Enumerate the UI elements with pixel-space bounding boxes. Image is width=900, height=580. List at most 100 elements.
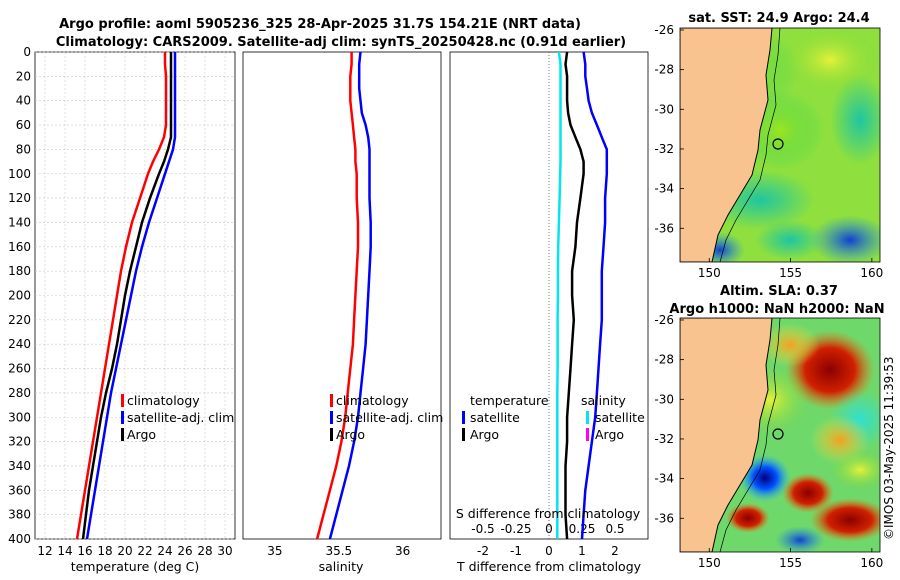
series-climatology <box>75 52 168 540</box>
latitude-tick-label: -36 <box>654 511 674 525</box>
series-t-satellite <box>556 51 562 539</box>
temperature-tick-label: 18 <box>97 544 112 558</box>
legend-label-t-satellite: satellite <box>470 410 520 425</box>
legend-header-temperature: temperature <box>470 393 549 408</box>
temperature-tick-label: 30 <box>217 544 232 558</box>
difference-panel: -2 -1 0 1 2 -0.5 -0.25 0 0.25 0.5 T difference f… <box>449 51 649 574</box>
sst-argo-location-marker <box>772 138 784 150</box>
legend-label-climatology: climatology <box>336 393 409 408</box>
figure-title-line1: Argo profile: aoml 5905236_325 28-Apr-20… <box>59 17 581 32</box>
temperature-tick-label: 20 <box>117 544 132 558</box>
latitude-tick-label: -30 <box>654 392 674 406</box>
difference-legend: temperature satellite Argo salinity sate… <box>462 393 645 442</box>
series-s-satellite <box>580 51 609 540</box>
sla-map: Altim. SLA: 0.37 Argo h1000: NaN h2000: … <box>654 284 884 570</box>
sla-shelf-contour <box>719 318 781 552</box>
legend-swatch-s-satellite <box>586 411 589 424</box>
salinity-panel: 35 35.5 36 salinity climatology satellite-… <box>242 51 443 574</box>
depth-tick-label: 200 <box>8 289 31 303</box>
depth-tick-label: 360 <box>8 483 31 497</box>
legend-label-satellite: satellite-adj. clim <box>336 410 443 425</box>
legend-swatch-s-argo <box>586 428 589 441</box>
longitude-tick-label: 160 <box>860 266 883 280</box>
depth-tick-label: 80 <box>16 142 31 156</box>
salinity-legend: climatology satellite-adj. clim Argo <box>330 393 443 442</box>
depth-tick-label: 380 <box>8 508 31 522</box>
salinity-series <box>315 51 372 540</box>
legend-swatch-argo <box>121 428 124 441</box>
latitude-tick-label: -32 <box>654 432 674 446</box>
salinity-xlabel: salinity <box>319 559 364 574</box>
temperature-tick-label: 24 <box>157 544 172 558</box>
s-difference-xlabel: S difference from climatology <box>456 506 641 521</box>
sst-map-frame <box>679 27 881 263</box>
legend-label-satellite: satellite-adj. clim <box>127 410 234 425</box>
sla-land <box>680 318 773 552</box>
series-t-argo <box>564 51 585 540</box>
depth-tick-label: 20 <box>16 69 31 83</box>
series-satellite-adj-clim <box>85 52 177 540</box>
t-difference-tick-label: 0 <box>545 544 553 558</box>
sla-argo-location-marker <box>772 428 784 440</box>
temperature-tick-labels: 12 14 16 18 20 22 24 26 28 30 <box>37 544 232 558</box>
sst-map: sat. SST: 24.9 Argo: 24.4 -26 -28 -30 -32 -3… <box>654 11 883 280</box>
depth-tick-label: 400 <box>8 532 31 546</box>
temperature-legend: climatology satellite-adj. clim Argo <box>121 393 234 442</box>
legend-label-s-satellite: satellite <box>595 410 645 425</box>
series-climatology <box>315 52 360 540</box>
series-argo <box>81 52 173 540</box>
sst-land <box>680 28 773 262</box>
s-difference-tick-labels: -0.5 -0.25 0 0.25 0.5 <box>471 522 624 536</box>
t-difference-tick-label: 2 <box>611 544 619 558</box>
legend-swatch-satellite <box>121 411 124 424</box>
salinity-tick-label: 35.5 <box>325 544 352 558</box>
temperature-grid <box>35 51 235 540</box>
salinity-tick-label: 35 <box>267 544 282 558</box>
sla-map-title-line1: Altim. SLA: 0.37 <box>720 284 838 299</box>
legend-label-s-argo: Argo <box>595 427 624 442</box>
legend-swatch-climatology <box>330 394 333 407</box>
depth-tick-label: 0 <box>23 45 31 59</box>
temperature-tick-label: 26 <box>177 544 192 558</box>
sst-map-title: sat. SST: 24.9 Argo: 24.4 <box>688 11 869 26</box>
imos-timestamp: ©IMOS 03-May-2025 11:39:53 <box>882 356 896 540</box>
depth-tick-label: 300 <box>8 410 31 424</box>
t-difference-tick-label: -1 <box>510 544 522 558</box>
latitude-tick-label: -28 <box>654 63 674 77</box>
depth-tick-label: 140 <box>8 215 31 229</box>
legend-label-argo: Argo <box>336 427 365 442</box>
longitude-tick-label: 155 <box>779 266 802 280</box>
t-difference-tick-label: 1 <box>578 544 586 558</box>
temperature-tick-label: 22 <box>137 544 152 558</box>
longitude-tick-label: 160 <box>860 556 883 570</box>
depth-tick-label: 260 <box>8 362 31 376</box>
longitude-tick-label: 155 <box>779 556 802 570</box>
temperature-tick-label: 14 <box>57 544 72 558</box>
figure-title-line2: Climatology: CARS2009. Satellite-adj cli… <box>56 35 626 50</box>
difference-series <box>556 51 609 540</box>
depth-tick-labels: 0 20 40 60 80 100 120 140 160 180 200 220 240 260 280 3… <box>8 45 31 546</box>
latitude-tick-label: -26 <box>654 23 674 37</box>
sla-map-title-line2: Argo h1000: NaN h2000: NaN <box>669 302 884 317</box>
salinity-axes-box <box>242 51 442 540</box>
t-difference-tick-label: -2 <box>477 544 489 558</box>
temperature-tick-label: 28 <box>197 544 212 558</box>
legend-swatch-t-satellite <box>462 411 465 424</box>
depth-tick-label: 120 <box>8 191 31 205</box>
depth-tick-label: 180 <box>8 264 31 278</box>
sla-map-frame <box>679 317 881 553</box>
latitude-tick-label: -34 <box>654 472 674 486</box>
s-difference-tick-label: 0.5 <box>605 522 624 536</box>
latitude-tick-label: -36 <box>654 221 674 235</box>
legend-label-climatology: climatology <box>127 393 200 408</box>
legend-swatch-climatology <box>121 394 124 407</box>
t-difference-xlabel: T difference from climatology <box>456 559 642 574</box>
latitude-tick-label: -32 <box>654 142 674 156</box>
sst-shelf-contour <box>719 28 781 262</box>
legend-swatch-argo <box>330 428 333 441</box>
s-difference-tick-label: 0 <box>545 522 553 536</box>
legend-header-salinity: salinity <box>581 393 626 408</box>
salinity-tick-labels: 35 35.5 36 <box>267 544 410 558</box>
latitude-tick-label: -34 <box>654 182 674 196</box>
